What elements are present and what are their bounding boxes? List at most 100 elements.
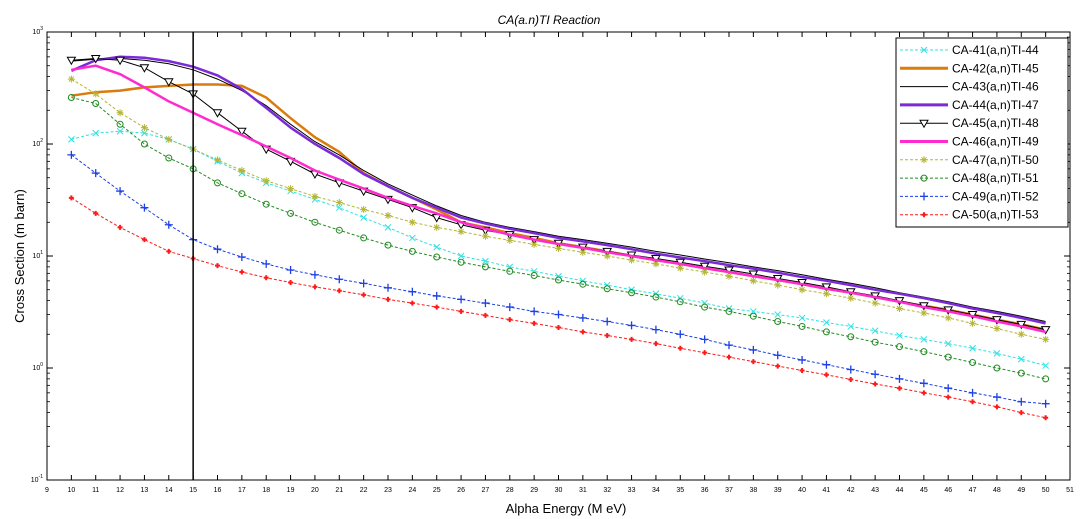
data-point [457, 295, 466, 304]
x-tick-label: 24 [408, 487, 416, 494]
legend-label: CA-47(a,n)TI-50 [952, 153, 1039, 167]
y-tick-label: 101 [32, 250, 43, 260]
data-point [287, 185, 295, 193]
data-point [140, 140, 148, 148]
data-point [1042, 335, 1050, 343]
y-tick-base: 10 [32, 253, 40, 260]
legend-entry: CA-47(a,n)TI-50 [900, 153, 1039, 167]
data-point [92, 90, 100, 98]
data-point [262, 259, 271, 268]
data-point [116, 127, 124, 135]
legend-label: CA-46(a,n)TI-49 [952, 135, 1039, 149]
x-tick-label: 26 [457, 487, 465, 494]
data-point [237, 252, 246, 261]
legend-entry: CA-45(a,n)TI-48 [900, 116, 1039, 130]
data-point [409, 234, 416, 242]
y-tick-base: 10 [31, 477, 39, 484]
data-point [848, 376, 854, 382]
data-point [530, 271, 538, 279]
data-point [385, 296, 391, 302]
data-point [457, 252, 465, 260]
data-point [944, 340, 952, 347]
data-point [92, 129, 100, 137]
data-point [115, 56, 125, 66]
data-point [434, 304, 440, 310]
data-point [604, 333, 610, 339]
data-point [628, 256, 636, 264]
x-tick-label: 13 [141, 487, 149, 494]
data-point [116, 187, 125, 196]
data-point [311, 218, 319, 226]
series-9 [67, 150, 1050, 408]
data-point [993, 364, 1001, 372]
series-10 [68, 195, 1049, 421]
legend-label: CA-41(a,n)TI-44 [952, 43, 1039, 57]
data-point [166, 248, 172, 254]
x-tick-label: 17 [238, 487, 246, 494]
legend-entry: CA-48(a,n)TI-51 [900, 171, 1039, 185]
x-tick-label: 47 [969, 487, 977, 494]
x-tick-label: 48 [993, 487, 1001, 494]
data-point [530, 240, 538, 248]
data-point [359, 279, 368, 288]
y-tick-exp: -1 [39, 474, 44, 480]
data-point [1042, 362, 1049, 369]
data-point [90, 54, 101, 64]
legend-marker [920, 192, 928, 201]
x-tick-label: 37 [725, 487, 733, 494]
data-point [481, 299, 490, 308]
data-point [700, 335, 709, 344]
data-point [652, 260, 660, 268]
y-tick-label: 100 [32, 362, 43, 372]
data-point [968, 388, 977, 397]
x-tick-label: 23 [384, 487, 392, 494]
data-point [725, 341, 733, 350]
data-point [116, 120, 124, 128]
x-tick-label: 28 [506, 487, 514, 494]
x-tick-label: 39 [774, 487, 782, 494]
x-tick-label: 14 [165, 487, 173, 494]
data-point [214, 156, 221, 164]
data-point [67, 150, 76, 159]
data-point [773, 351, 782, 360]
data-point [798, 322, 806, 330]
y-axis-title: Cross Section (m barn) [12, 189, 27, 323]
data-point [408, 218, 416, 226]
series-line [71, 97, 1046, 380]
data-point [530, 307, 539, 316]
data-point [262, 177, 270, 185]
x-tick-label: 51 [1066, 487, 1074, 494]
legend-entry: CA-43(a,n)TI-46 [900, 80, 1039, 94]
data-point [384, 224, 392, 231]
data-point [408, 287, 417, 296]
data-point [969, 344, 976, 352]
data-point [457, 258, 465, 266]
data-point [482, 312, 488, 318]
data-point [945, 394, 951, 400]
x-tick-label: 30 [555, 487, 563, 494]
data-point [312, 284, 318, 290]
data-point [676, 298, 684, 306]
data-point [944, 314, 952, 322]
data-point [286, 265, 295, 274]
y-tick-label: 103 [32, 26, 43, 36]
data-point [896, 332, 903, 339]
legend-marker [920, 156, 928, 164]
data-point [505, 303, 514, 312]
data-point [360, 234, 368, 242]
data-point [920, 309, 928, 317]
data-point [871, 327, 879, 335]
data-point [822, 290, 830, 298]
data-point [701, 303, 709, 311]
data-point [165, 154, 173, 162]
data-point [994, 404, 1000, 410]
x-tick-label: 38 [749, 487, 757, 494]
legend-marker [921, 212, 927, 218]
data-point [335, 275, 344, 284]
data-point [481, 263, 489, 271]
data-point [507, 317, 513, 323]
data-point [993, 350, 1001, 357]
data-point [944, 353, 952, 361]
legend-entry: CA-46(a,n)TI-49 [900, 135, 1039, 149]
